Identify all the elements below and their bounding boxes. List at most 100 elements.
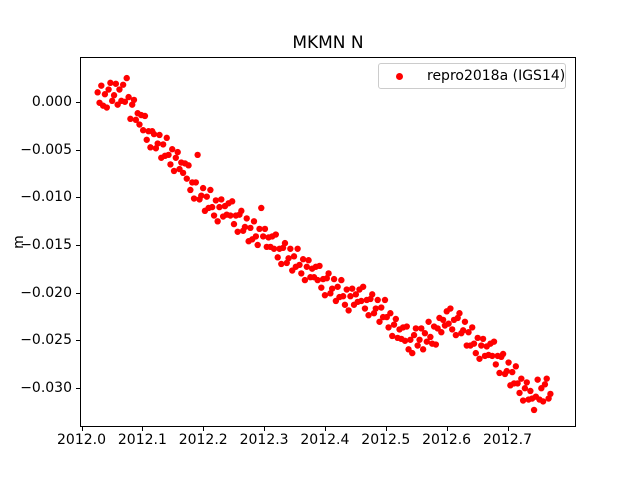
data-point — [172, 154, 180, 161]
data-point — [469, 324, 476, 331]
data-point — [476, 355, 483, 362]
y-tick-mark — [76, 102, 80, 103]
data-point — [461, 318, 469, 325]
data-point — [130, 96, 138, 104]
data-point — [141, 112, 149, 120]
y-tick-mark — [76, 388, 80, 389]
y-tick-mark — [76, 245, 80, 246]
data-point — [465, 329, 472, 336]
data-point — [150, 130, 158, 138]
data-point — [247, 224, 254, 232]
data-point — [303, 263, 310, 270]
data-point — [129, 101, 136, 108]
y-tick-label: 0.000 — [31, 94, 72, 110]
data-point — [294, 245, 301, 252]
data-point — [470, 340, 478, 347]
data-point — [143, 136, 150, 143]
x-tick-label: 2012.4 — [300, 432, 350, 448]
data-point — [299, 256, 307, 263]
data-point — [530, 406, 538, 414]
y-tick-label: −0.030 — [20, 380, 72, 396]
data-point — [474, 334, 481, 342]
data-point — [214, 218, 221, 225]
data-point — [152, 145, 160, 152]
data-point — [454, 314, 461, 322]
data-point — [258, 204, 265, 212]
data-point — [427, 333, 434, 341]
data-point — [112, 80, 120, 87]
chart-title: MKMN N — [292, 33, 364, 53]
data-point — [385, 324, 392, 331]
data-point — [414, 342, 421, 349]
data-point — [345, 307, 352, 314]
data-point — [479, 335, 487, 343]
data-point — [229, 198, 236, 205]
data-point — [392, 315, 400, 323]
data-point — [108, 97, 116, 105]
data-point — [261, 225, 269, 233]
data-point — [409, 349, 416, 357]
data-point — [401, 337, 409, 344]
data-point — [390, 321, 398, 328]
y-tick-mark — [76, 149, 80, 151]
data-point — [301, 276, 309, 284]
data-point — [527, 387, 534, 395]
data-point — [521, 385, 529, 392]
x-tick-mark — [142, 427, 144, 431]
data-point — [416, 336, 423, 343]
x-tick-mark — [385, 427, 387, 431]
data-point — [523, 379, 530, 386]
data-point — [274, 254, 281, 261]
data-point — [203, 193, 210, 200]
data-point — [425, 318, 432, 325]
data-point — [156, 131, 163, 139]
data-point — [352, 291, 360, 298]
data-point — [107, 79, 114, 87]
data-point — [216, 203, 223, 211]
data-point — [445, 320, 452, 327]
y-tick-mark — [76, 292, 80, 294]
scatter-points-layer — [94, 74, 554, 414]
x-tick-mark — [264, 427, 266, 431]
data-point — [338, 276, 345, 284]
data-point — [452, 331, 460, 339]
data-point — [447, 305, 454, 312]
data-point — [339, 293, 347, 300]
y-tick-mark — [76, 197, 80, 199]
data-point — [169, 146, 176, 153]
data-point — [252, 233, 260, 240]
x-tick-mark — [81, 427, 83, 431]
data-point — [127, 115, 134, 123]
data-point — [192, 179, 200, 186]
data-point — [98, 82, 105, 89]
x-tick-mark — [507, 427, 509, 431]
data-point — [503, 367, 510, 375]
data-point — [147, 144, 154, 151]
x-tick-label: 2012.3 — [239, 432, 289, 448]
data-point — [210, 212, 218, 219]
plot-area: repro2018a (IGS14) — [80, 57, 576, 427]
data-point — [170, 167, 178, 175]
data-point — [230, 220, 238, 228]
data-point — [514, 380, 521, 387]
data-point — [490, 338, 498, 345]
data-point — [347, 293, 354, 300]
data-point — [505, 359, 512, 366]
data-point — [547, 390, 554, 398]
data-point — [305, 257, 312, 264]
data-point — [227, 212, 234, 219]
data-point — [419, 346, 427, 353]
x-tick-label: 2012.7 — [483, 432, 532, 448]
legend-marker-icon — [396, 72, 403, 80]
data-point — [136, 121, 143, 128]
data-point — [179, 169, 187, 177]
data-point — [459, 327, 467, 334]
data-point — [198, 192, 205, 199]
data-point — [110, 92, 118, 99]
data-point — [334, 283, 341, 290]
data-point — [185, 162, 192, 169]
data-point — [190, 195, 198, 202]
x-tick-mark — [324, 427, 326, 431]
data-point — [438, 329, 445, 336]
